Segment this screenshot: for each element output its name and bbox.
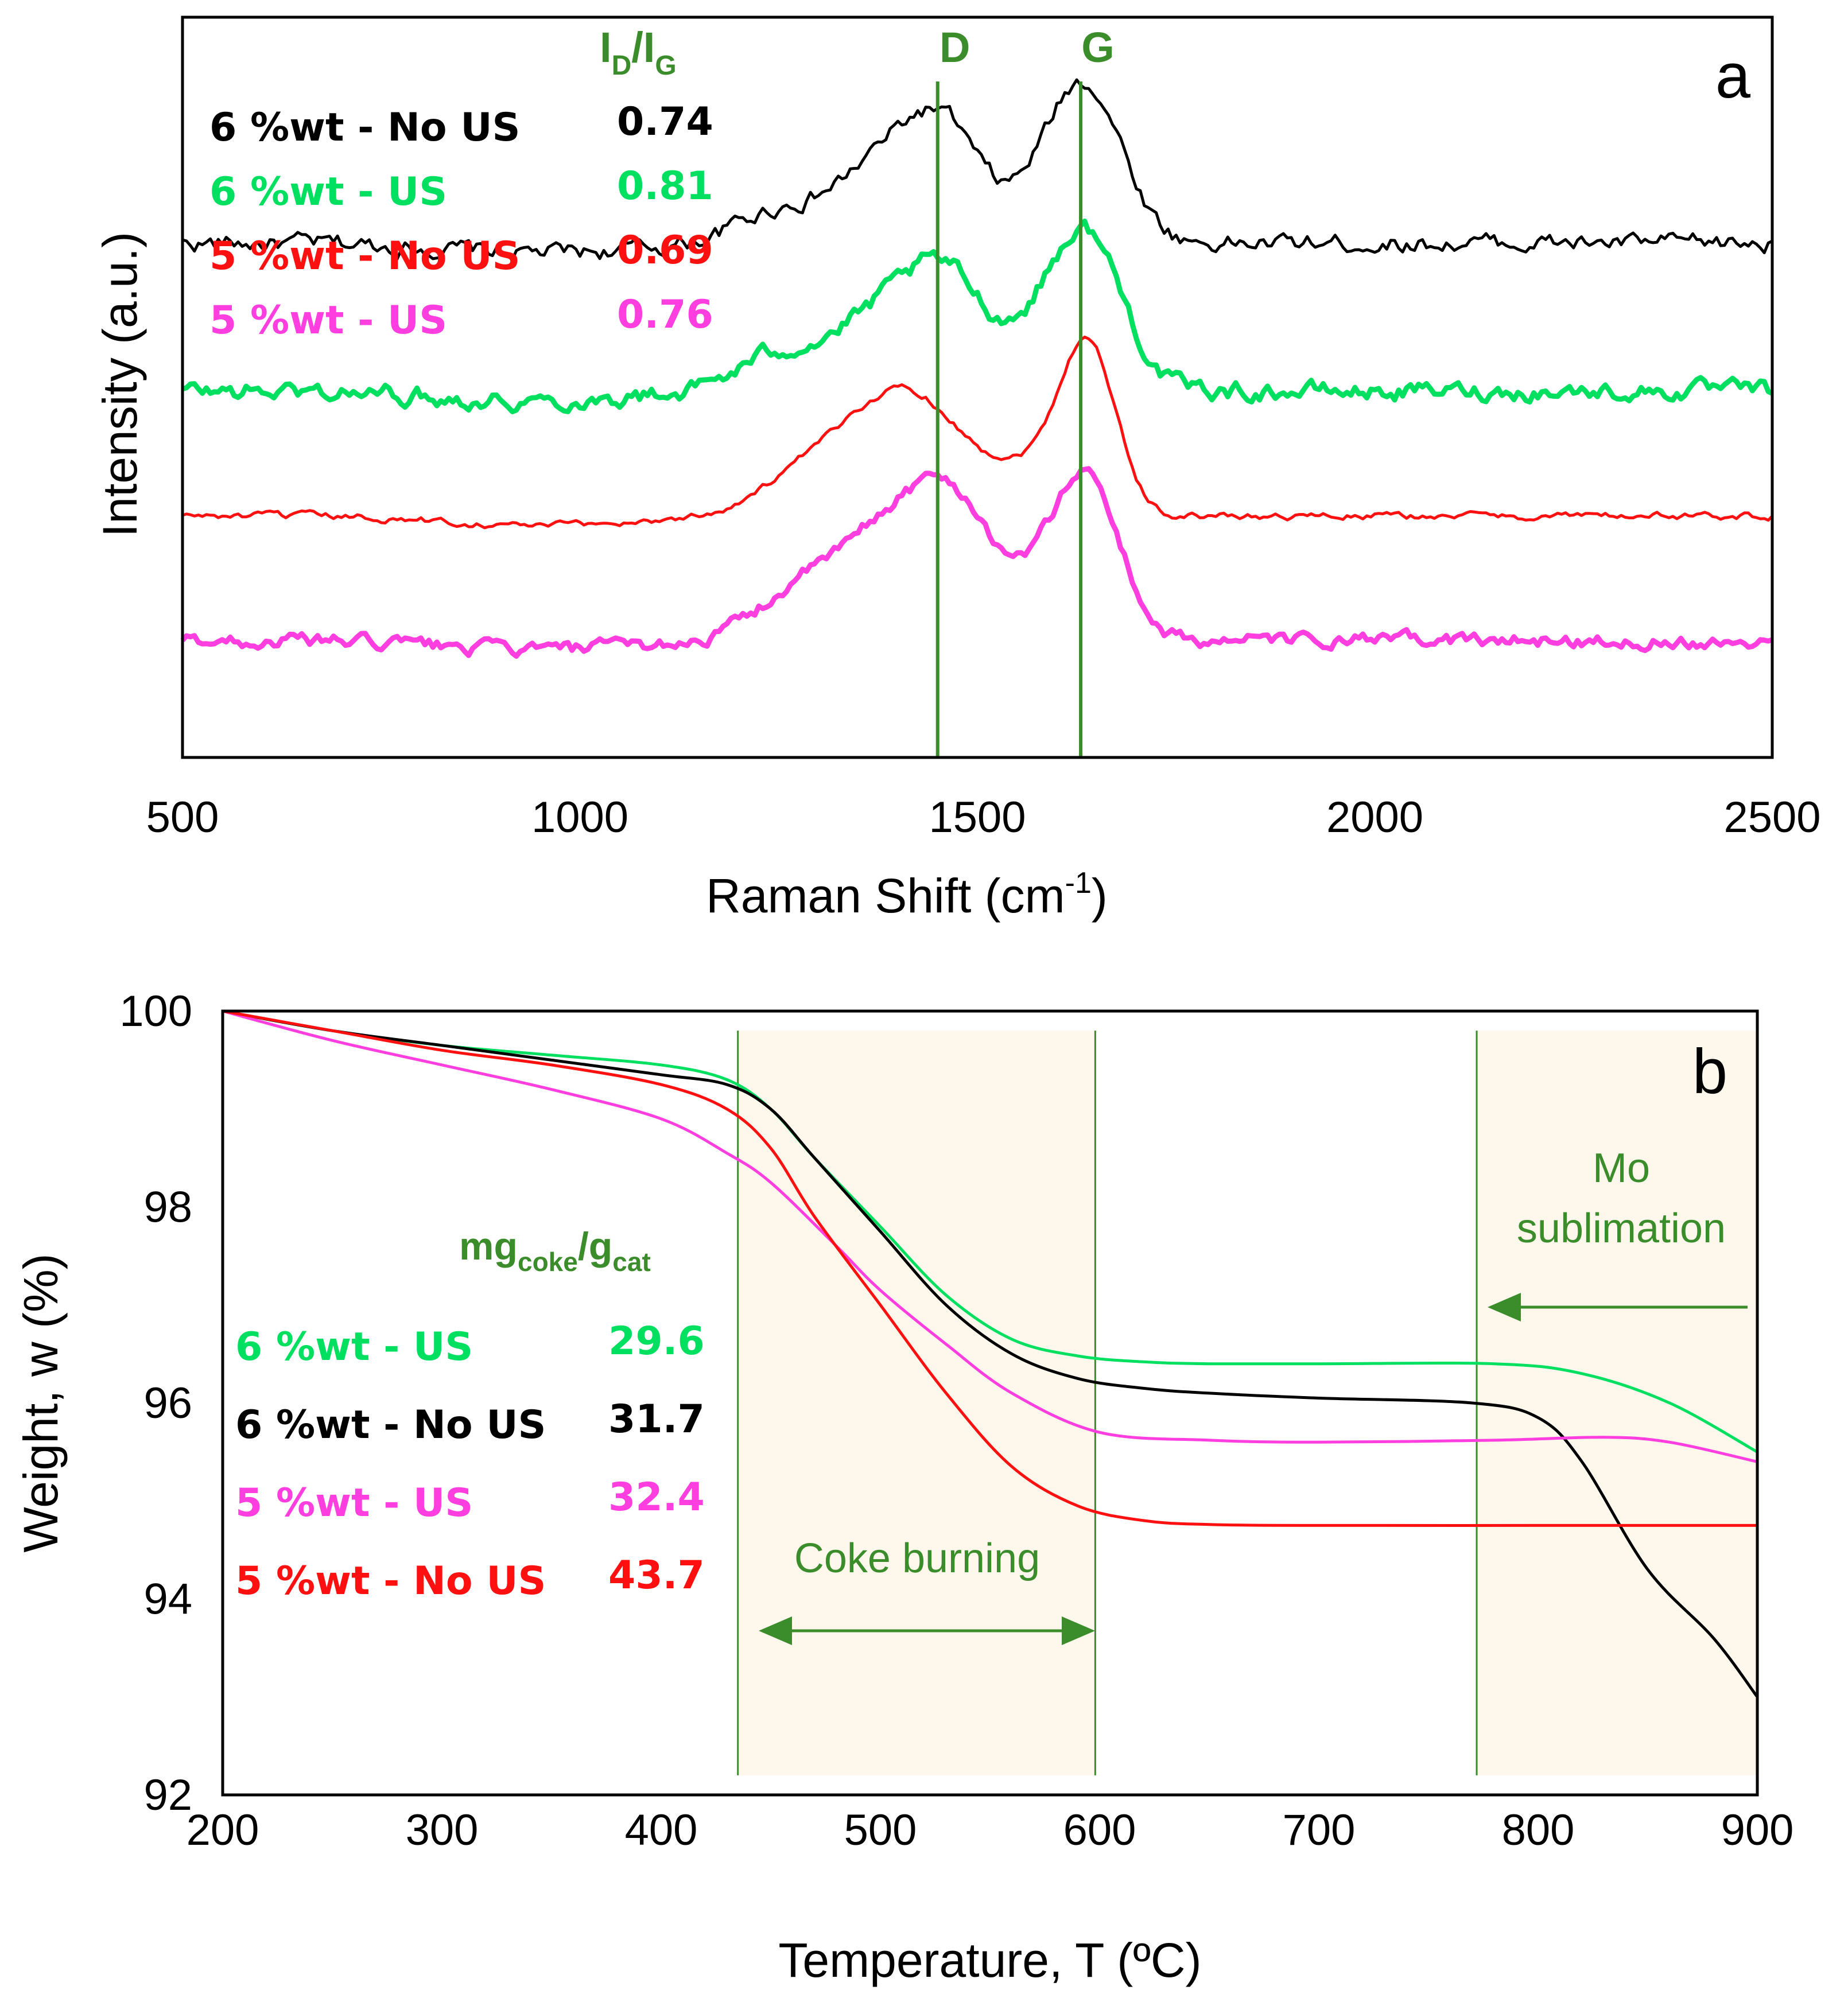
raman-series-group xyxy=(180,78,1773,659)
tga-series-line xyxy=(222,1009,1758,1453)
raman-plot-frame xyxy=(181,15,1774,759)
tga-x-tick-label: 700 xyxy=(1283,1806,1356,1855)
raman-series-line xyxy=(181,218,1773,414)
tga-y-axis-label: Weight, w (%) xyxy=(14,1253,68,1552)
raman-legend: 6 %wt - No US 0.74 6 %wt - US 0.81 5 %wt - N… xyxy=(209,99,713,343)
coke-arrow-left-icon xyxy=(759,1616,792,1645)
tga-y-ticks: 92 94 96 98 100 xyxy=(119,987,192,1820)
tga-y-tick-label: 92 xyxy=(143,1771,192,1820)
tga-x-tick-label: 400 xyxy=(625,1806,698,1855)
tga-legend-name: 5 %wt - No US xyxy=(235,1558,546,1604)
raman-x-axis-label: Raman Shift (cm-1) xyxy=(706,866,1108,923)
band-label-d: D xyxy=(939,24,970,71)
tga-legend-name: 5 %wt - US xyxy=(235,1480,473,1526)
band-label-g: G xyxy=(1081,24,1115,71)
raman-x-tick-label: 2500 xyxy=(1723,793,1820,842)
tga-y-tick-label: 100 xyxy=(119,987,192,1036)
tga-series-line xyxy=(222,1009,1757,1528)
coke-arrow-right-icon xyxy=(1062,1616,1095,1645)
tga-x-tick-label: 800 xyxy=(1502,1806,1575,1855)
tga-legend: 6 %wt - US 29.6 6 %wt - No US 31.7 5 %wt - U… xyxy=(235,1319,705,1604)
tga-legend-name: 6 %wt - US xyxy=(235,1324,473,1370)
tga-y-tick-label: 98 xyxy=(143,1183,192,1232)
mo-annotation-line2: sublimation xyxy=(1517,1206,1726,1251)
raman-legend-ratio: 0.81 xyxy=(617,164,713,209)
tga-chart: 200 300 400 500 600 700 800 900 92 94 96 98 100 b T… xyxy=(14,987,1793,1987)
tga-series-line xyxy=(222,1009,1759,1698)
region-shade xyxy=(737,1031,1096,1775)
raman-y-axis-label: Intensity (a.u.) xyxy=(93,232,147,537)
tga-legend-coke: 31.7 xyxy=(608,1397,705,1442)
panel-label-b: b xyxy=(1692,1036,1727,1107)
id-ig-header: ID/IG xyxy=(600,24,677,81)
tga-x-tick-label: 900 xyxy=(1721,1806,1794,1855)
mo-annotation-line1: Mo xyxy=(1593,1145,1650,1191)
tga-series-group xyxy=(222,1009,1759,1698)
tga-x-tick-label: 500 xyxy=(844,1806,917,1855)
coke-annotation: Coke burning xyxy=(794,1536,1040,1581)
tga-legend-name: 6 %wt - No US xyxy=(235,1402,546,1448)
tga-x-tick-label: 200 xyxy=(187,1806,259,1855)
raman-x-ticks: 500 1000 1500 2000 2500 xyxy=(146,793,1821,842)
tga-x-axis-label: Temperature, T (ºC) xyxy=(778,1933,1201,1987)
raman-legend-ratio: 0.74 xyxy=(617,99,713,145)
raman-legend-ratio: 0.76 xyxy=(617,292,713,337)
raman-x-tick-label: 2000 xyxy=(1326,793,1423,842)
tga-series-line xyxy=(222,1009,1758,1463)
tga-x-tick-label: 300 xyxy=(406,1806,479,1855)
mo-arrow-icon xyxy=(1488,1293,1521,1322)
raman-legend-ratio: 0.69 xyxy=(617,228,713,273)
tga-y-tick-label: 96 xyxy=(143,1379,192,1428)
raman-legend-name: 6 %wt - No US xyxy=(209,105,521,150)
tga-x-tick-label: 600 xyxy=(1063,1806,1136,1855)
raman-legend-name: 5 %wt - US xyxy=(209,298,447,343)
region-shade xyxy=(1477,1031,1757,1775)
tga-plot-frame xyxy=(221,1009,1759,1797)
raman-legend-name: 6 %wt - US xyxy=(209,169,447,215)
raman-x-tick-label: 1500 xyxy=(929,793,1026,842)
tga-y-tick-label: 94 xyxy=(143,1575,192,1624)
raman-x-tick-label: 1000 xyxy=(531,793,628,842)
raman-x-tick-label: 500 xyxy=(146,793,219,842)
panel-label-a: a xyxy=(1715,41,1751,111)
raman-series-line xyxy=(182,335,1773,530)
raman-series-line xyxy=(182,78,1773,262)
tga-x-ticks: 200 300 400 500 600 700 800 900 xyxy=(187,1806,1794,1855)
tga-legend-coke: 43.7 xyxy=(608,1553,705,1598)
tga-legend-coke: 32.4 xyxy=(608,1475,705,1520)
raman-series-line xyxy=(180,466,1773,659)
coke-header: mgcoke/gcat xyxy=(459,1225,651,1277)
tga-legend-coke: 29.6 xyxy=(608,1319,705,1364)
tga-regions xyxy=(737,1031,1757,1775)
raman-legend-name: 5 %wt - No US xyxy=(209,234,521,279)
